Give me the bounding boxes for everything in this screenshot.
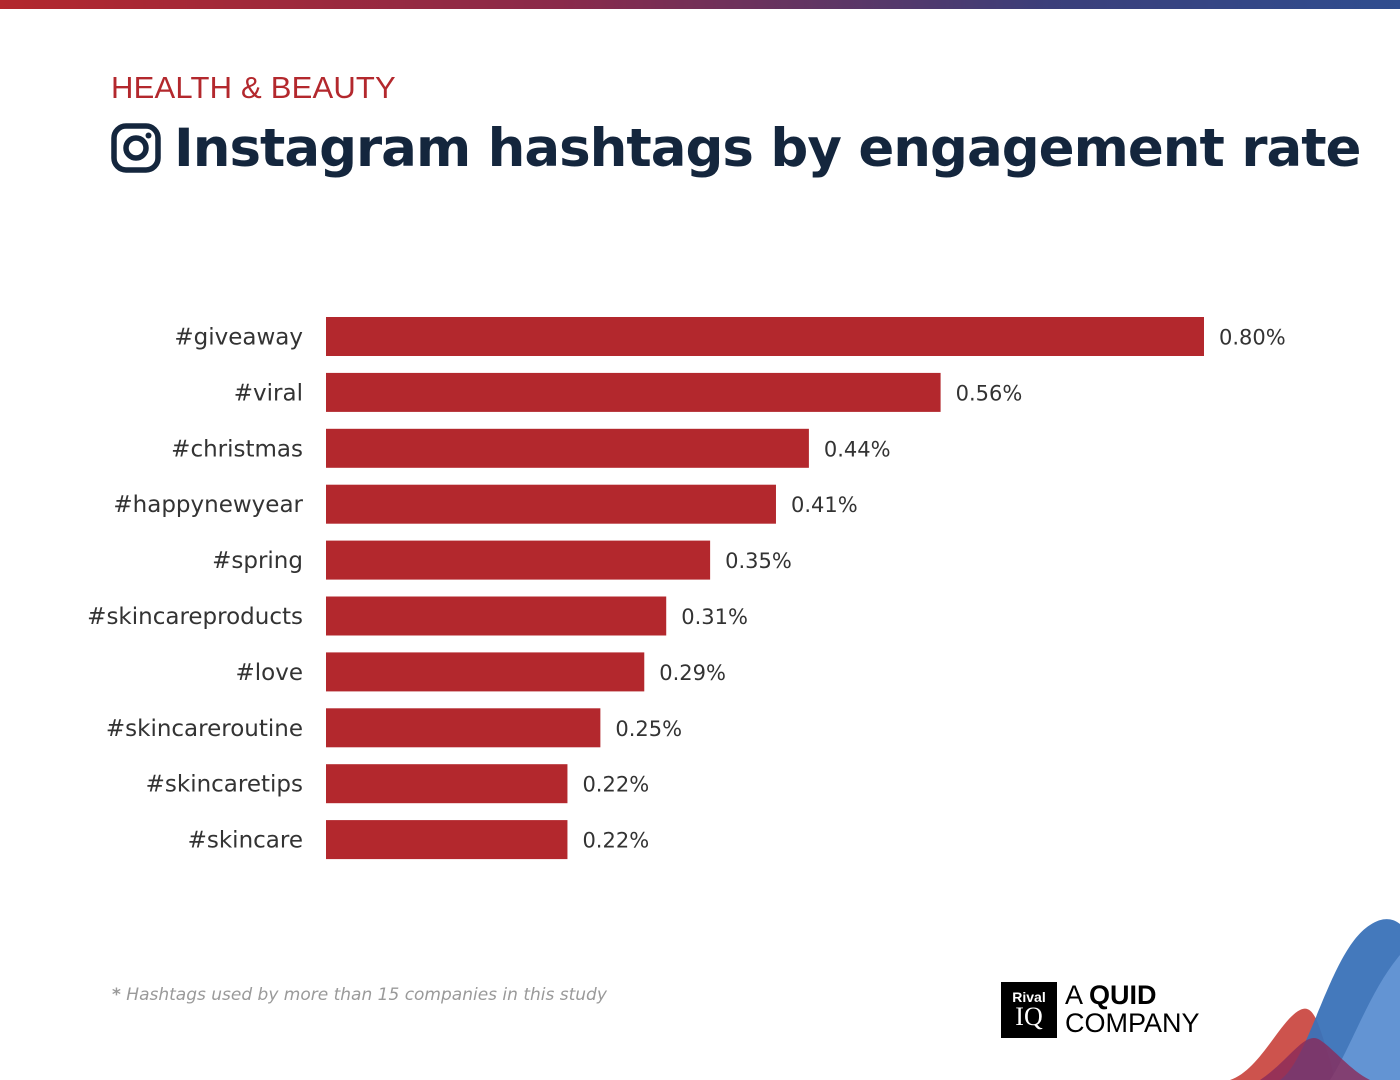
page-title: Instagram hashtags by engagement rate — [174, 117, 1362, 179]
bar-skincareproducts — [326, 596, 667, 636]
bar-spring — [326, 540, 711, 580]
quid-company-wordmark: A QUID COMPANY — [1065, 982, 1200, 1037]
value-label-skincare: 0.22% — [582, 829, 649, 853]
category-label-skincaretips: #skincaretips — [146, 772, 303, 798]
bar-skincareroutine — [326, 708, 601, 748]
bar-love — [326, 652, 645, 692]
value-label-viral: 0.56% — [956, 381, 1023, 405]
bar-christmas — [326, 428, 809, 468]
bar-skincare — [326, 820, 568, 860]
category-label-skincare: #skincare — [188, 828, 303, 854]
category-label-giveaway: #giveaway — [174, 325, 303, 351]
value-label-skincaretips: 0.22% — [582, 773, 649, 797]
decorative-wave-graphic — [1230, 919, 1400, 1080]
category-label-skincareproducts: #skincareproducts — [87, 604, 303, 630]
bar-skincaretips — [326, 764, 568, 804]
rival-iq-badge: Rival IQ — [1001, 982, 1057, 1038]
category-label-christmas: #christmas — [171, 436, 303, 462]
category-label-love: #love — [236, 660, 304, 686]
category-label-happynewyear: #happynewyear — [113, 492, 303, 518]
instagram-icon — [111, 123, 161, 173]
category-label-viral: #viral — [234, 380, 303, 406]
category-label-skincareroutine: #skincareroutine — [106, 716, 303, 742]
logo-rival-text: Rival — [1012, 989, 1046, 1005]
bar-giveaway — [326, 317, 1204, 356]
bar-viral — [326, 372, 941, 412]
title-row: Instagram hashtags by engagement rate — [111, 112, 1362, 184]
footnote-text: Hashtags used by more than 15 companies … — [126, 985, 607, 1005]
value-label-skincareroutine: 0.25% — [615, 717, 682, 741]
logo-a-text: A — [1065, 980, 1082, 1011]
value-label-giveaway: 0.80% — [1219, 326, 1286, 350]
footnote-star: * — [112, 985, 121, 1005]
rival-iq-logo: Rival IQ A QUID COMPANY — [1001, 982, 1200, 1038]
logo-iq-text: IQ — [1015, 1002, 1043, 1031]
category-label: HEALTH & BEAUTY — [111, 70, 396, 105]
value-label-happynewyear: 0.41% — [791, 493, 858, 517]
logo-quid-text: QUID — [1089, 980, 1157, 1011]
top-accent-bar — [0, 0, 1400, 9]
bar-happynewyear — [326, 484, 776, 524]
category-label-spring: #spring — [212, 548, 303, 574]
value-label-skincareproducts: 0.31% — [681, 605, 748, 629]
value-label-love: 0.29% — [659, 661, 726, 685]
value-label-spring: 0.35% — [725, 549, 792, 573]
footnote: * Hashtags used by more than 15 companie… — [112, 985, 607, 1005]
value-label-christmas: 0.44% — [824, 437, 891, 461]
logo-company-text: COMPANY — [1065, 1008, 1200, 1038]
